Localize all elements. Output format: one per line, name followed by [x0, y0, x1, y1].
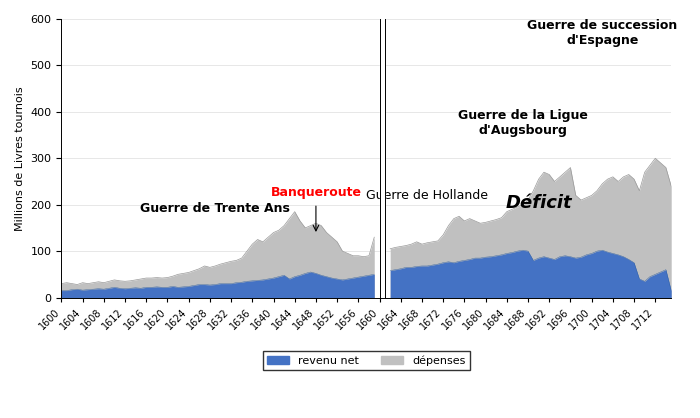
Bar — [379, 19, 385, 298]
Text: Banqueroute: Banqueroute — [270, 186, 361, 199]
Text: Guerre de la Ligue
d'Augsbourg: Guerre de la Ligue d'Augsbourg — [458, 110, 588, 138]
Text: Déficit: Déficit — [505, 194, 572, 212]
Legend: revenu net, dépenses: revenu net, dépenses — [262, 351, 470, 370]
Text: Guerre de Trente Ans: Guerre de Trente Ans — [140, 202, 290, 215]
Text: Guerre de Hollande: Guerre de Hollande — [366, 189, 489, 202]
Y-axis label: Millions de Livres tournois: Millions de Livres tournois — [15, 86, 25, 231]
Text: Guerre de succession
d'Espagne: Guerre de succession d'Espagne — [527, 19, 678, 47]
